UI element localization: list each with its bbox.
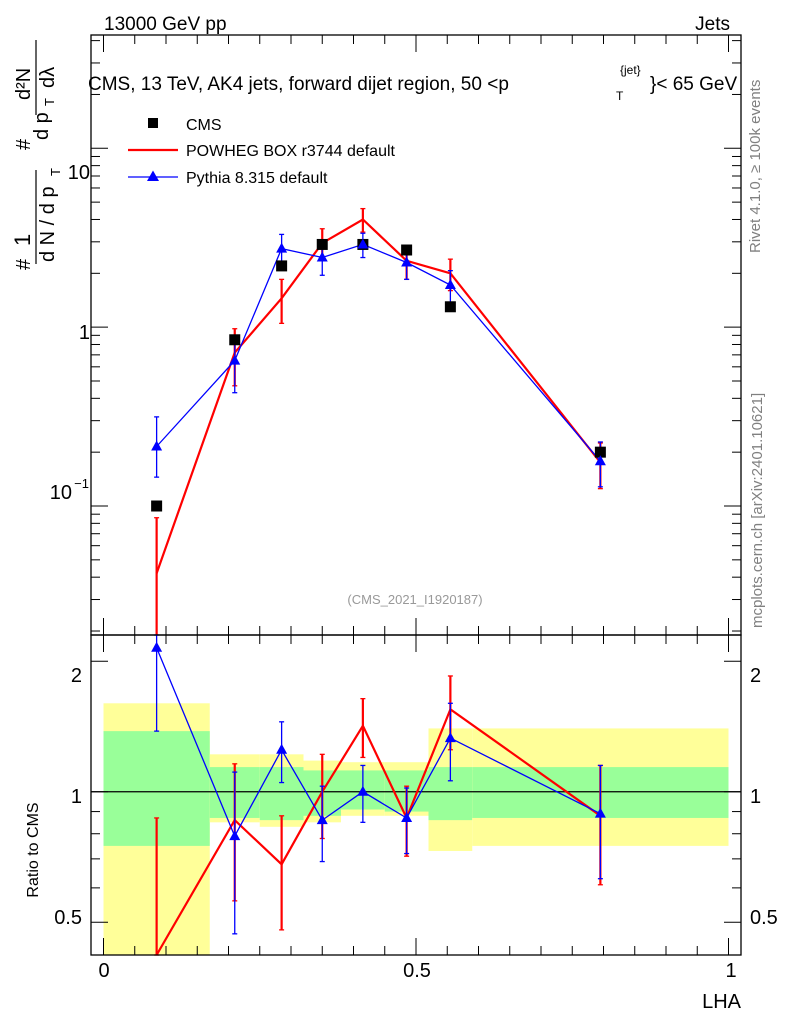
powheg-line (155, 218, 602, 574)
ratio-uncertainty-bands (103, 703, 729, 955)
ratio-markers (151, 641, 606, 841)
main-markers (151, 238, 606, 512)
pythia-data-point (316, 251, 328, 262)
category-label: Jets (695, 14, 730, 35)
x-axis-label: LHA (702, 991, 742, 1013)
ytick-label-10: 10 (68, 162, 90, 184)
pythia-ratio-point (444, 732, 456, 743)
ylabel-dp: d p (31, 112, 53, 140)
legend-powheg-label: POWHEG BOX r3744 default (186, 143, 396, 160)
legend-pythia-label: Pythia 8.315 default (186, 170, 328, 187)
ratio-series-lines (155, 647, 602, 956)
main-series-lines (155, 218, 602, 574)
ylabel-one: 1 (10, 234, 35, 246)
title-subscript: T (616, 89, 624, 103)
legend-pythia-marker (147, 170, 159, 181)
pythia-ratio-point (229, 830, 241, 841)
pythia-data-point (229, 354, 241, 365)
title-superscript: {jet} (620, 63, 641, 77)
pythia-line (156, 243, 601, 462)
ytick-label-0.1-base: 10 (50, 482, 72, 504)
pythia-ratio-point (401, 811, 413, 822)
analysis-watermark: (CMS_2021_I1920187) (347, 592, 482, 607)
ratio-ytick-label-1-right: 1 (750, 786, 761, 808)
pythia-data-point (401, 256, 413, 267)
pythia-data-point (357, 238, 369, 249)
main-y-axis-label: # 1 d N / d p T # d p T d²N dλ (10, 40, 63, 270)
ylabel-d2N: d²N (13, 68, 35, 100)
legend-cms-marker (148, 118, 158, 128)
pythia-data-point (594, 455, 606, 466)
ytick-label-0.1-exp: −1 (74, 476, 89, 491)
pythia-data-point (276, 242, 288, 253)
pythia-ratio-line (155, 647, 601, 838)
pythia-data-point (444, 279, 456, 290)
ratio-ticks (91, 635, 741, 955)
xtick-label-1: 1 (725, 960, 736, 982)
title-main: CMS, 13 TeV, AK4 jets, forward dijet reg… (88, 74, 498, 95)
ratio-ytick-label-0.5-right: 0.5 (750, 907, 778, 929)
cms-data-point (444, 301, 456, 313)
cms-data-point (594, 446, 606, 458)
xtick-label-0: 0 (98, 960, 109, 982)
cms-data-point (151, 500, 163, 512)
pythia-ratio-point (594, 807, 606, 818)
ratio-panel: 2 1 0.5 2 1 0.5 (54, 634, 778, 956)
ratio-ytick-label-2-right: 2 (750, 665, 761, 687)
ytick-label-1: 1 (79, 322, 90, 344)
title-tail: }< 65 GeV (650, 74, 737, 95)
main-panel: 10 1 10 −1 (CMS_2021_I1920187) CMS POWHE… (50, 34, 742, 636)
title-p: p (498, 74, 509, 95)
legend-cms-label: CMS (186, 117, 222, 134)
ylabel-dlambda: dλ (37, 67, 59, 88)
pythia-ratio-point (151, 641, 163, 652)
cms-data-point (316, 238, 328, 250)
ylabel-sub-T2: T (42, 98, 57, 106)
rivet-side-label: Rivet 4.1.0, ≥ 100k events (747, 80, 764, 253)
powheg-ratio-line (155, 707, 602, 956)
legend: CMS POWHEG BOX r3744 default Pythia 8.31… (128, 117, 396, 187)
pythia-ratio-point (316, 814, 328, 825)
ylabel-hash-2: # (13, 138, 35, 150)
pythia-data-point (151, 440, 163, 451)
ratio-y-axis-label: Ratio to CMS (25, 802, 42, 897)
main-ticks (91, 35, 741, 635)
ratio-ytick-label-2-left: 2 (71, 665, 82, 687)
energy-label: 13000 GeV pp (104, 14, 227, 35)
cms-data-point (229, 334, 241, 346)
ylabel-hash-1: # (13, 258, 35, 270)
ylabel-dN-dpT: d N / d p (37, 186, 59, 262)
ratio-error-bars (154, 634, 603, 956)
pythia-ratio-point (357, 785, 369, 796)
ylabel-sub-T: T (48, 168, 63, 176)
ratio-ytick-label-0.5-left: 0.5 (54, 907, 82, 929)
plot-title: CMS, 13 TeV, AK4 jets, forward dijet reg… (88, 74, 509, 95)
ratio-ytick-label-1-left: 1 (71, 786, 82, 808)
main-error-bars (154, 207, 603, 635)
mcplots-side-label: mcplots.cern.ch [arXiv:2401.10621] (749, 393, 766, 628)
pythia-ratio-point (276, 743, 288, 754)
cms-data-point (401, 244, 413, 256)
cms-data-point (276, 260, 288, 272)
xtick-label-0.5: 0.5 (403, 960, 431, 982)
